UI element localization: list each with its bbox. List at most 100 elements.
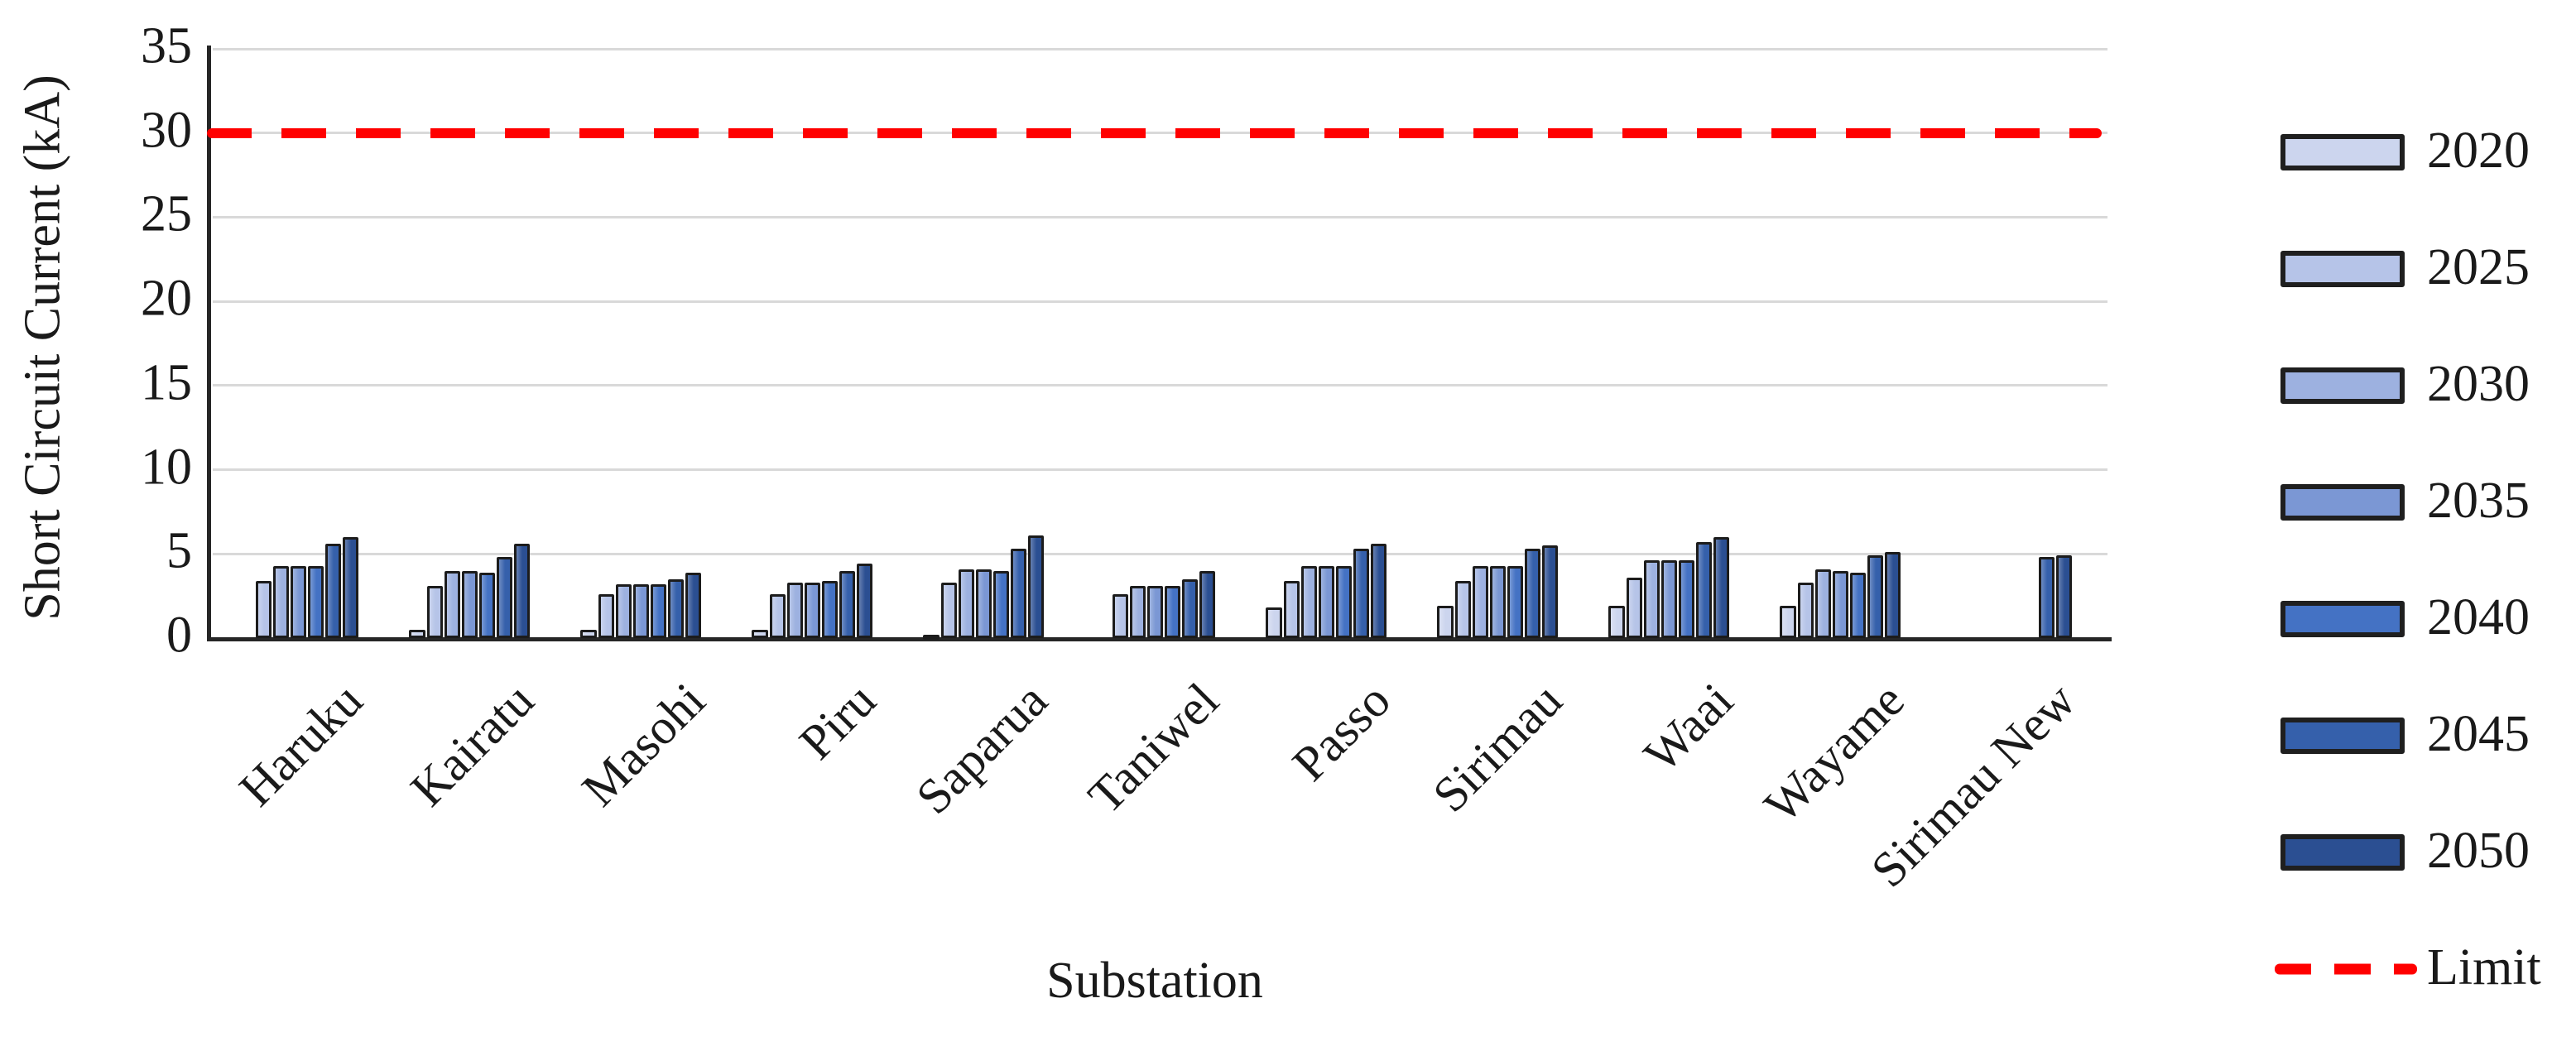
legend-swatch-2025: [2280, 251, 2405, 287]
gridline-35: [213, 47, 2107, 50]
bar-piru-2045: [839, 570, 856, 638]
bar-haruku-2030: [272, 565, 289, 638]
bar-saparua-2045: [1011, 549, 1027, 638]
bar-passo-2020: [1266, 607, 1282, 638]
bar-saparua-2025: [940, 582, 957, 638]
bar-passo-2035: [1318, 565, 1335, 638]
bar-haruku-2025: [255, 580, 272, 638]
x-category-label: Kairatu: [399, 672, 544, 817]
legend-label-2035: 2035: [2427, 473, 2530, 530]
bar-wayame-2030: [1814, 569, 1831, 638]
bar-kairatu-2040: [479, 572, 496, 638]
gridline-25: [213, 215, 2107, 218]
bar-sirimau-2035: [1489, 565, 1507, 638]
bar-taniwel-2050: [1199, 570, 1216, 638]
bar-wayame-2025: [1797, 582, 1814, 638]
bar-saparua-2020: [923, 634, 940, 640]
bar-haruku-2040: [308, 565, 324, 638]
bar-piru-2050: [857, 564, 873, 638]
bar-wayame-2020: [1780, 606, 1796, 638]
x-category-label: Wayame: [1753, 672, 1915, 833]
bar-passo-2030: [1300, 565, 1317, 638]
bar-waai-2045: [1696, 542, 1713, 638]
y-tick-label: 0: [166, 607, 192, 664]
bar-saparua-2050: [1028, 535, 1045, 638]
bar-sirimau-2025: [1454, 580, 1471, 638]
bar-piru-2030: [786, 582, 803, 638]
bar-kairatu-2030: [444, 570, 460, 638]
legend-swatch-2020: [2280, 134, 2405, 170]
bar-saparua-2030: [958, 569, 974, 638]
bar-masohi-2030: [615, 583, 632, 638]
bar-masohi-2045: [668, 578, 685, 638]
bar-sirimau-2020: [1437, 606, 1454, 638]
legend-label-2040: 2040: [2427, 589, 2530, 646]
legend-swatch-2040: [2280, 601, 2405, 637]
bar-taniwel-2030: [1129, 585, 1146, 638]
bar-haruku-2050: [343, 536, 359, 638]
legend-swatch-2030: [2280, 367, 2405, 404]
gridline-10: [213, 468, 2107, 472]
bar-piru-2025: [769, 594, 786, 638]
limit-line: [207, 127, 2102, 138]
bar-waai-2050: [1713, 536, 1730, 638]
x-category-label: Taniwel: [1078, 672, 1229, 824]
x-category-label: Masohi: [570, 672, 715, 817]
y-axis-line: [207, 46, 211, 641]
bar-kairatu-2050: [514, 544, 531, 638]
legend-label-Limit: Limit: [2427, 939, 2541, 996]
x-category-label: Passo: [1281, 672, 1401, 792]
bar-wayame-2035: [1832, 570, 1849, 638]
gridline-20: [213, 300, 2107, 303]
y-tick-label: 20: [141, 270, 192, 327]
bar-passo-2045: [1353, 549, 1370, 638]
bar-masohi-2040: [651, 583, 667, 638]
bar-kairatu-2020: [409, 629, 425, 638]
bar-sirimau-2045: [1525, 549, 1541, 638]
bar-masohi-2020: [580, 629, 597, 638]
legend-label-2020: 2020: [2427, 122, 2530, 180]
gridline-5: [213, 552, 2107, 555]
x-category-label: Waai: [1633, 672, 1743, 783]
legend-swatch-2050: [2280, 834, 2405, 871]
bar-taniwel-2025: [1112, 594, 1128, 638]
y-tick-label: 35: [141, 17, 192, 74]
bar-waai-2025: [1626, 577, 1642, 638]
bar-sirimau-2050: [1542, 545, 1559, 638]
x-category-label: Piru: [789, 672, 887, 770]
bar-haruku-2045: [325, 544, 342, 638]
x-axis-line: [207, 637, 2112, 641]
legend-label-2030: 2030: [2427, 356, 2530, 413]
x-axis-title: Substation: [1046, 953, 1263, 1009]
y-tick-label: 25: [141, 186, 192, 243]
y-tick-label: 30: [141, 102, 192, 159]
bar-piru-2035: [804, 582, 821, 638]
bar-masohi-2035: [632, 583, 650, 638]
y-tick-label: 10: [141, 439, 192, 496]
bar-kairatu-2035: [461, 570, 478, 638]
bar-wayame-2040: [1850, 572, 1867, 638]
legend-label-2045: 2045: [2427, 706, 2530, 763]
bar-taniwel-2035: [1146, 585, 1164, 638]
legend-label-2025: 2025: [2427, 239, 2530, 296]
legend-label-2050: 2050: [2427, 823, 2530, 880]
bar-saparua-2040: [993, 570, 1010, 638]
bar-haruku-2035: [290, 565, 307, 638]
bar-wayame-2045: [1867, 555, 1884, 638]
bar-masohi-2050: [685, 572, 702, 638]
y-tick-label: 15: [141, 354, 192, 411]
x-category-label: Haruku: [228, 672, 372, 817]
legend-swatch-2045: [2280, 718, 2405, 754]
legend-limit-dash: [2275, 963, 2417, 975]
x-category-label: Saparua: [906, 672, 1058, 825]
bar-waai-2040: [1679, 560, 1695, 638]
bar-passo-2040: [1336, 565, 1353, 638]
y-tick-label: 5: [166, 522, 192, 579]
x-category-label: Sirimau: [1421, 672, 1572, 823]
bar-masohi-2025: [598, 594, 614, 638]
bar-sirimau-new-2045: [2039, 557, 2055, 638]
gridline-15: [213, 384, 2107, 387]
bar-taniwel-2045: [1182, 578, 1199, 638]
bar-sirimau-2040: [1507, 565, 1524, 638]
